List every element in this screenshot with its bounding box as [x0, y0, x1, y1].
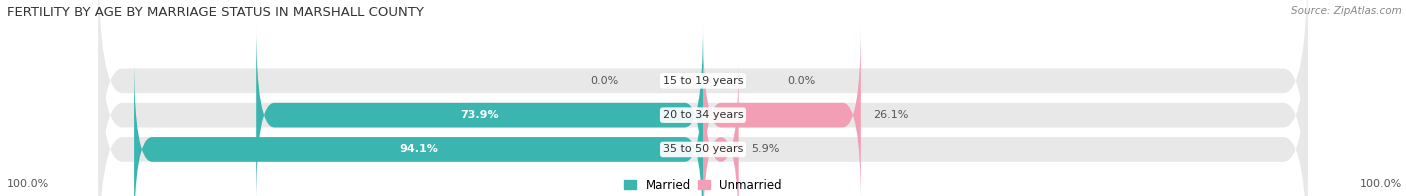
FancyBboxPatch shape: [256, 25, 703, 196]
FancyBboxPatch shape: [134, 59, 703, 196]
Text: 0.0%: 0.0%: [787, 76, 815, 86]
Text: 20 to 34 years: 20 to 34 years: [662, 110, 744, 120]
Text: 15 to 19 years: 15 to 19 years: [662, 76, 744, 86]
Text: Source: ZipAtlas.com: Source: ZipAtlas.com: [1291, 6, 1402, 16]
Text: 35 to 50 years: 35 to 50 years: [662, 144, 744, 154]
FancyBboxPatch shape: [98, 0, 1308, 196]
FancyBboxPatch shape: [98, 0, 1308, 196]
FancyBboxPatch shape: [703, 25, 860, 196]
Text: 0.0%: 0.0%: [591, 76, 619, 86]
FancyBboxPatch shape: [98, 25, 1308, 196]
Legend: Married, Unmarried: Married, Unmarried: [624, 179, 782, 191]
Text: 5.9%: 5.9%: [751, 144, 779, 154]
Text: 73.9%: 73.9%: [460, 110, 499, 120]
FancyBboxPatch shape: [703, 59, 738, 196]
Text: 100.0%: 100.0%: [1360, 179, 1402, 189]
Text: 100.0%: 100.0%: [7, 179, 49, 189]
Text: FERTILITY BY AGE BY MARRIAGE STATUS IN MARSHALL COUNTY: FERTILITY BY AGE BY MARRIAGE STATUS IN M…: [7, 6, 423, 19]
Text: 26.1%: 26.1%: [873, 110, 908, 120]
Text: 94.1%: 94.1%: [399, 144, 439, 154]
